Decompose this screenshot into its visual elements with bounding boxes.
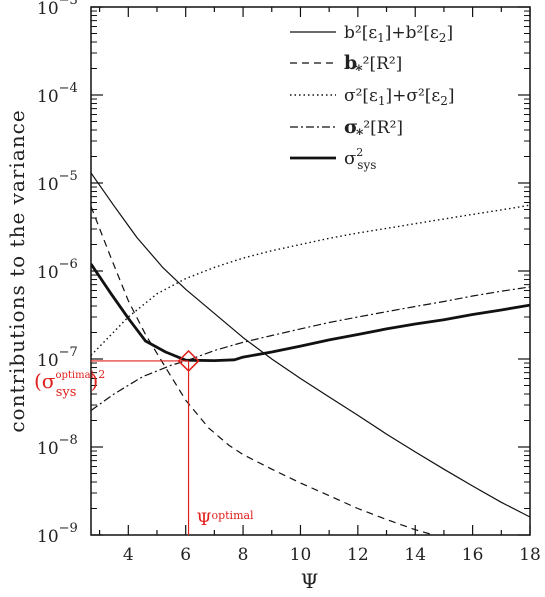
legend-term: ²[R²]	[363, 118, 403, 138]
y-tick-base: 10	[37, 263, 59, 283]
legend: b²[ε1]+b²[ε2]b*²[R²]σ²[ε1]+σ²[ε2]σ*²[R²]…	[290, 23, 455, 172]
y-tick-base: 10	[37, 175, 59, 195]
legend-superscript: 2	[356, 146, 363, 159]
y-axis-label: contributions to the variance	[5, 109, 29, 432]
psi-optimal-label: Ψoptimal	[197, 509, 255, 530]
y-tick-label: 10−6	[37, 257, 78, 283]
sigma-power: 2	[98, 368, 105, 381]
optimal-marker-group: Ψoptimal(σoptimal sys)2	[34, 349, 255, 535]
x-tick-label: 12	[347, 545, 369, 565]
series-line-dotted	[91, 204, 530, 356]
legend-label-solid-thick: σ2 sys	[344, 146, 376, 172]
legend-term: ]	[446, 23, 453, 43]
series-line-dashed	[91, 206, 436, 535]
legend-subscript: 2	[439, 31, 447, 45]
legend-subscript: 2	[440, 94, 448, 108]
y-tick-exponent: −5	[59, 169, 78, 184]
legend-term: b²[ε	[344, 23, 377, 43]
x-tick-label: 8	[238, 545, 249, 565]
y-tick-label: 10−8	[37, 433, 78, 459]
y-tick-base: 10	[37, 87, 59, 107]
x-tick-label: 18	[519, 545, 541, 565]
x-axis-label: Ψ	[301, 569, 320, 593]
y-tick-exponent: −6	[59, 257, 78, 272]
x-tick-label: 14	[404, 545, 426, 565]
series-lines	[91, 172, 530, 535]
x-tick-label: 16	[462, 545, 484, 565]
series-line-dashdot	[91, 286, 530, 411]
sigma-optimal-label: (σoptimal sys)2	[34, 368, 105, 400]
legend-star-subscript: *	[355, 63, 363, 79]
y-tick-label: 10−9	[37, 521, 78, 547]
legend-term: ]+σ²[ε	[386, 86, 441, 106]
legend-term: σ²[ε	[344, 86, 378, 106]
legend-label-dotted: σ²[ε1]+σ²[ε2]	[344, 86, 455, 108]
sigma-close: )	[90, 369, 98, 393]
legend-term: ]+b²[ε	[385, 23, 439, 43]
plot-frame	[90, 6, 531, 536]
legend-star-subscript: *	[356, 127, 364, 143]
y-tick-exponent: −8	[59, 433, 78, 448]
y-tick-base: 10	[37, 0, 59, 19]
y-tick-base: 10	[37, 439, 59, 459]
y-tick-exponent: −7	[59, 345, 78, 360]
y-tick-label: 10−3	[37, 0, 78, 19]
y-tick-base: 10	[37, 527, 59, 547]
legend-label-dashdot: σ*²[R²]	[344, 116, 403, 143]
legend-sigma: σ	[344, 148, 356, 169]
legend-subscript: 1	[378, 94, 386, 108]
legend-bold-symbol: σ	[344, 116, 358, 138]
sigma-open: (σ	[34, 369, 56, 393]
x-tick-label: 4	[123, 545, 134, 565]
psi-symbol: Ψ	[197, 510, 212, 530]
x-tick-label: 6	[180, 545, 191, 565]
sigma-optimal-superscript: optimal	[55, 370, 93, 381]
series-line-solid-thick	[91, 263, 530, 362]
legend-term: ²[R²]	[363, 54, 403, 74]
legend-label-dashed: b*²[R²]	[344, 52, 402, 79]
legend-bold-symbol: b	[344, 52, 357, 74]
legend-subscript: sys	[357, 158, 376, 172]
y-tick-label: 10−5	[37, 169, 78, 195]
psi-optimal-superscript: optimal	[211, 509, 254, 522]
y-tick-labels: 10−910−810−710−610−510−410−3	[37, 0, 78, 547]
y-tick-exponent: −4	[59, 81, 78, 96]
legend-label-solid-thin: b²[ε1]+b²[ε2]	[344, 23, 453, 45]
y-tick-exponent: −3	[59, 0, 78, 8]
optimal-diamond-marker	[177, 349, 200, 373]
legend-term: ]	[448, 86, 455, 106]
axis-ticks	[91, 6, 531, 536]
y-tick-label: 10−7	[37, 345, 78, 371]
x-tick-labels: 4 6 8 10 12 14 16 18	[123, 545, 541, 565]
legend-subscript: 1	[377, 31, 385, 45]
y-tick-label: 10−4	[37, 81, 78, 107]
y-tick-base: 10	[37, 351, 59, 371]
sigma-sys-subscript: sys	[56, 385, 77, 400]
y-tick-exponent: −9	[59, 521, 78, 536]
x-tick-label: 10	[290, 545, 312, 565]
series-line-solid-thin	[91, 172, 530, 518]
